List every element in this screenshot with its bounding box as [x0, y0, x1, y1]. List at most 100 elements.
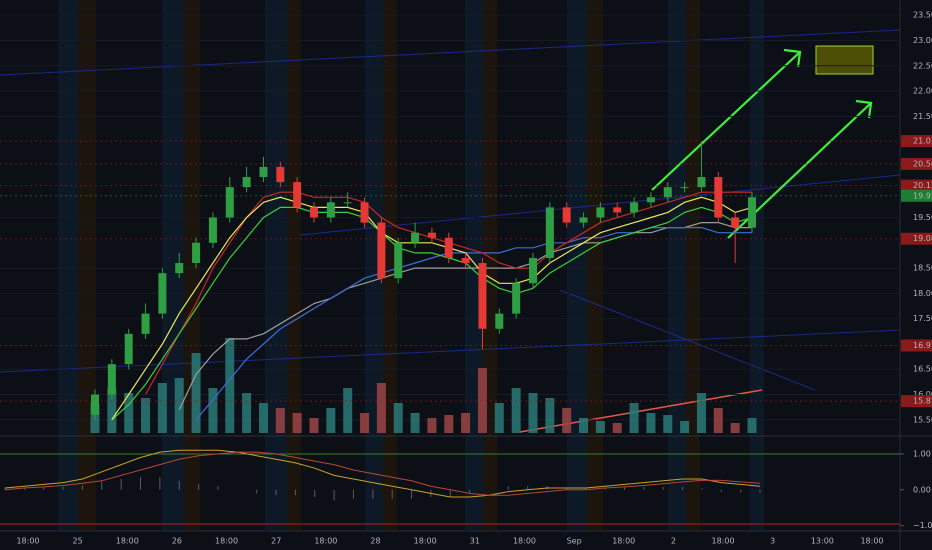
candle-body: [360, 202, 369, 223]
volume-bar: [292, 413, 302, 433]
volume-bar: [444, 415, 454, 433]
price-label-box: [901, 339, 932, 352]
arrow-head: [783, 48, 802, 68]
target-zone: [815, 45, 874, 75]
y-tick-label: 23.50: [913, 11, 932, 20]
y-tick-label: 17.50: [913, 314, 932, 323]
volume-bar: [343, 388, 353, 433]
volume-bar: [663, 415, 673, 433]
band: [287, 0, 301, 530]
band: [78, 0, 96, 530]
candle-body: [276, 166, 285, 183]
x-tick-label: 18:00: [16, 537, 39, 546]
ma-line: [111, 196, 753, 421]
candle-body: [562, 207, 571, 223]
band: [750, 0, 764, 530]
arrow: [651, 51, 801, 191]
y-tick-label: 19.50: [913, 213, 932, 222]
candle-body: [242, 177, 251, 188]
x-tick-label: 18:00: [712, 537, 735, 546]
x-tick-label: 3: [770, 537, 775, 546]
volume-bar: [494, 403, 504, 433]
volume-bar: [528, 393, 538, 433]
trend-line: [0, 329, 901, 373]
volume-bar: [579, 418, 589, 433]
y-tick-label: 22.00: [913, 87, 932, 96]
plot-layer: 23.50 23.00 22.50 22.00 21.50 19.50 18.50 18.00…: [0, 11, 932, 546]
volume-bar: [258, 403, 268, 433]
x-tick-label: Sep: [567, 537, 582, 546]
price-label: 16.97: [913, 341, 932, 350]
volume-bar: [461, 413, 471, 433]
band: [668, 0, 686, 530]
volume-bar: [225, 338, 235, 433]
x-tick-label: 31: [470, 537, 480, 546]
x-tick-label: 13:00: [811, 537, 834, 546]
candle-body: [192, 242, 201, 264]
x-tick-label: 2: [671, 537, 676, 546]
candle-body: [427, 232, 436, 238]
candle-body: [478, 263, 487, 329]
candle-body: [411, 232, 420, 243]
candle-body: [596, 207, 605, 218]
candle-body: [444, 237, 453, 258]
price-label: 15.87: [913, 397, 932, 406]
price-label: 19.93: [913, 191, 932, 200]
support-line: [519, 389, 763, 433]
band: [383, 0, 397, 530]
macd-tick-label: −1.00: [913, 521, 932, 530]
candle-body: [107, 364, 116, 395]
volume-bar: [107, 388, 117, 433]
volume-bar: [595, 421, 605, 433]
session-bands: [58, 0, 764, 530]
volume-bar: [376, 383, 386, 433]
macd-line: [4, 449, 761, 498]
candle-body: [512, 283, 521, 314]
price-label-box: [901, 395, 932, 408]
volume-bar: [629, 403, 639, 433]
candle-body: [697, 177, 706, 188]
candle-body: [680, 187, 689, 189]
x-tick-label: 26: [172, 537, 182, 546]
price-label-box: [901, 135, 932, 148]
price-label: 19.08: [913, 234, 932, 243]
volume-bar: [477, 368, 487, 433]
macd-tick-label: 0.00: [913, 485, 931, 494]
macd-tick-label: 1.00: [913, 449, 931, 458]
volume-bar: [191, 353, 201, 433]
macd-line: [4, 451, 761, 496]
volume-bar: [326, 408, 336, 433]
candle-body: [613, 207, 622, 213]
volume-bar: [646, 413, 656, 433]
candle-body: [208, 217, 217, 243]
candle-body: [579, 217, 588, 223]
y-tick-label: 15.50: [913, 415, 932, 424]
candle-body: [731, 217, 740, 228]
candle-body: [141, 313, 150, 334]
volume-bar: [545, 398, 555, 433]
candle-body: [124, 333, 133, 365]
volume-bar: [612, 423, 622, 433]
ma-line: [195, 227, 752, 421]
x-tick-label: 18:00: [116, 537, 139, 546]
candle-body: [495, 313, 504, 329]
volume-bar: [511, 388, 521, 433]
arrow-head: [855, 99, 873, 119]
candle-body: [714, 177, 723, 218]
volume-bar: [309, 418, 319, 433]
volume-bar: [360, 413, 370, 433]
x-tick-label: 18:00: [860, 537, 883, 546]
x-tick-label: 18:00: [215, 537, 238, 546]
volume-bar: [680, 421, 690, 433]
candle-body: [326, 202, 335, 218]
band: [567, 0, 587, 530]
x-tick-label: 18:00: [513, 537, 536, 546]
band: [686, 0, 700, 530]
band: [265, 0, 287, 530]
x-tick-label: 18:00: [414, 537, 437, 546]
x-tick-label: 25: [73, 537, 83, 546]
x-tick-label: 18:00: [314, 537, 337, 546]
volume-bar: [562, 408, 572, 433]
candle-body: [225, 187, 234, 218]
y-tick-label: 16.50: [913, 365, 932, 374]
